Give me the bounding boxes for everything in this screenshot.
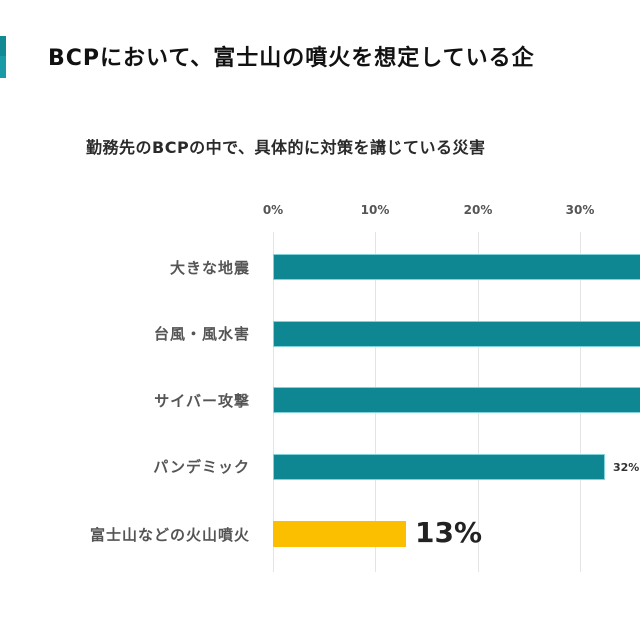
title-accent-bar [0,36,6,78]
category-label: サイバー攻撃 [154,392,250,410]
category-label: 大きな地震 [169,259,250,277]
x-tick-10: 10% [360,203,390,217]
x-tick-0: 0% [262,203,284,217]
bar-earthquake [273,254,640,280]
bar-cyber-attack [273,387,640,413]
value-label-volcano: 13% [415,516,483,549]
x-tick-20: 20% [463,203,493,217]
chart-title: 勤務先のBCPの中で、具体的に対策を講じている災害 [86,138,486,157]
category-label: 富士山などの火山噴火 [89,526,250,544]
bar-volcano-highlight [273,521,406,547]
x-tick-30: 30% [565,203,595,217]
category-label: 台風・風水害 [153,325,250,343]
value-label-pandemic: 32% [613,461,640,474]
category-label: パンデミック [153,458,250,476]
bar-typhoon-flood [273,321,640,347]
bar-pandemic [273,454,605,480]
page-title: BCPにおいて、富士山の噴火を想定している企 [48,46,535,71]
